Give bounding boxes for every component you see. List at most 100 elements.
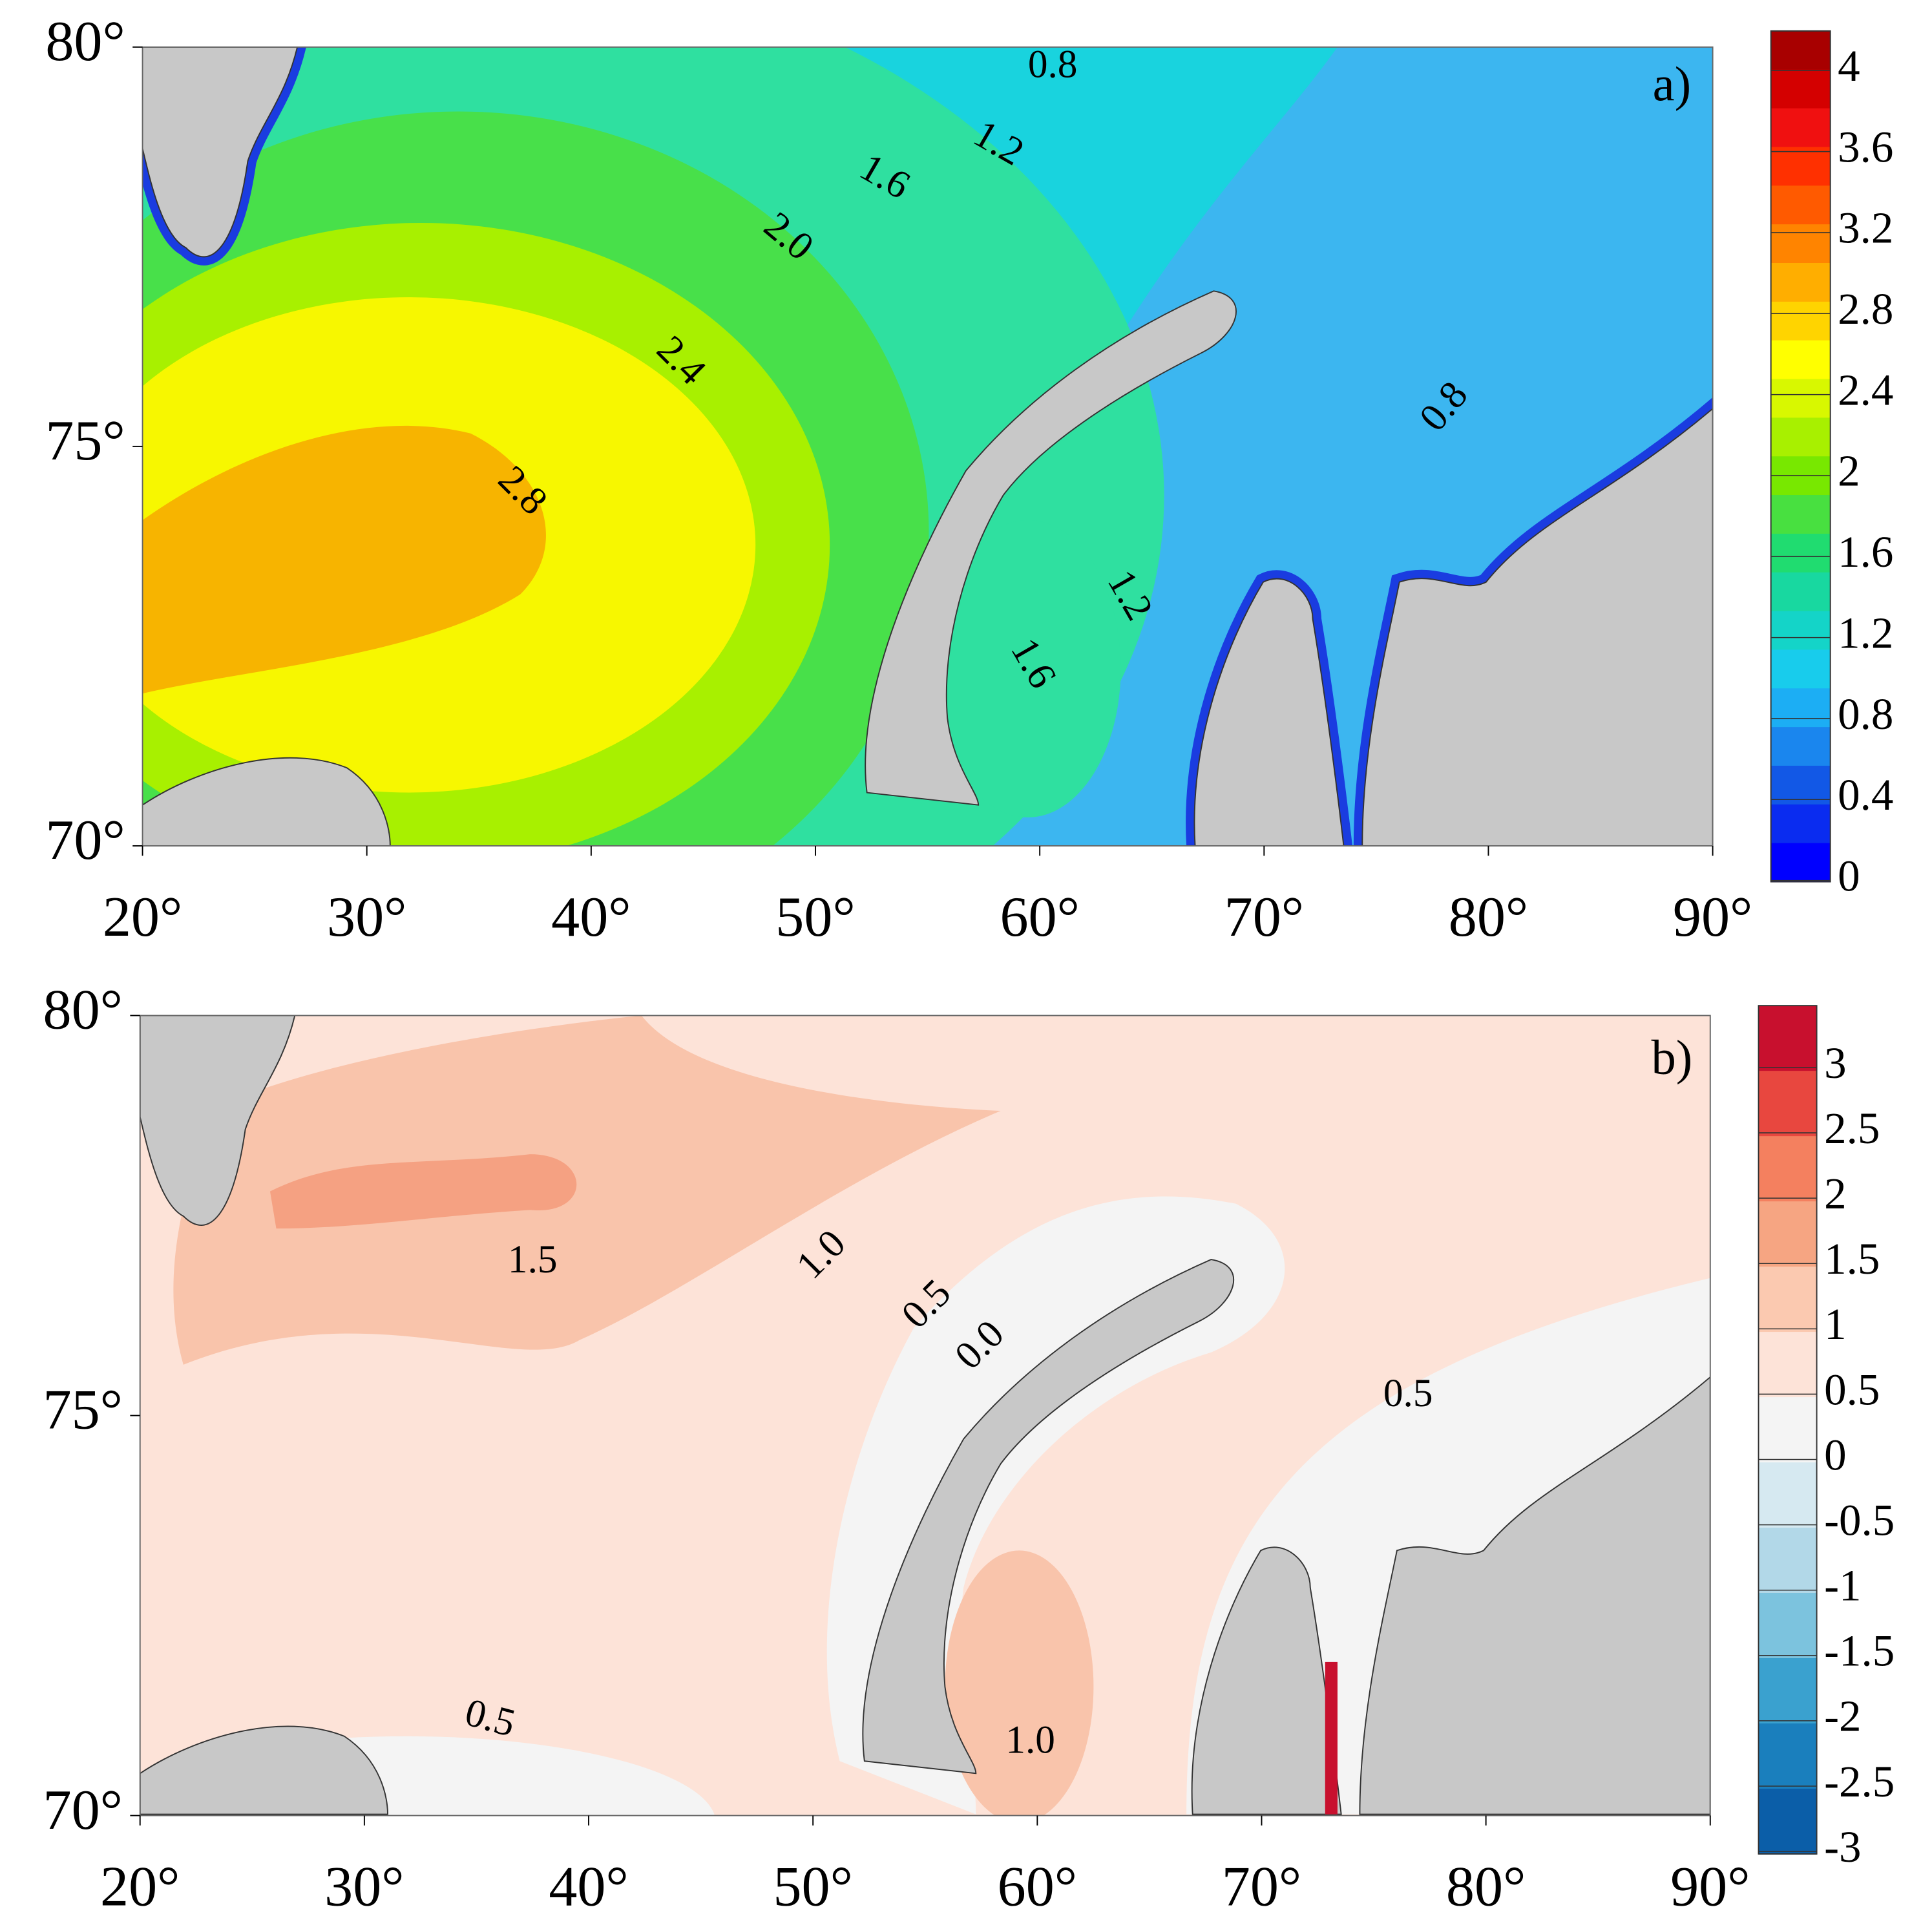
colorbar-tick-label: 2.5 — [1824, 1104, 1880, 1153]
contour-label: 0.8 — [1028, 42, 1078, 86]
contour-label: 0.5 — [1383, 1371, 1433, 1415]
colorbar-segment — [1758, 1788, 1817, 1855]
y-tick-label: 80° — [43, 978, 123, 1042]
colorbar-segment — [1770, 843, 1831, 883]
x-tick-label: 50° — [773, 1855, 852, 1919]
colorbar-tick-label: 4 — [1838, 41, 1860, 90]
colorbar-segment — [1770, 495, 1831, 534]
contour-label: 1.0 — [1005, 1718, 1055, 1762]
colorbar-segment — [1770, 185, 1831, 226]
colorbar-segment — [1758, 1397, 1817, 1463]
colorbar-tick-label: -2.5 — [1824, 1757, 1895, 1806]
y-tick-label: 80° — [45, 10, 125, 73]
colorbar-segment — [1770, 69, 1831, 109]
colorbar-tick-label: 2 — [1838, 447, 1860, 496]
colorbar-tick-label: 2.4 — [1838, 365, 1893, 414]
colorbar-segment — [1758, 1462, 1817, 1528]
x-tick-label: 20° — [103, 885, 182, 949]
colorbar-frame — [1770, 30, 1831, 883]
field — [935, 520, 1121, 817]
colorbar-tick-label: 0.5 — [1824, 1365, 1880, 1414]
panel-label: a) — [1653, 57, 1692, 112]
colorbar-segment — [1770, 224, 1831, 264]
x-tick-label: 60° — [1000, 885, 1079, 949]
colorbar-segment — [1758, 1071, 1817, 1137]
colorbar-tick-label: -2 — [1824, 1692, 1861, 1741]
colorbar-tick-label: 0.4 — [1838, 770, 1893, 819]
x-tick-label: 80° — [1446, 1855, 1526, 1919]
colorbar-tick-label: 2 — [1824, 1169, 1846, 1218]
colorbar-tick-label: -1 — [1824, 1561, 1861, 1610]
panel-label: b) — [1651, 1030, 1692, 1085]
y-tick-label: 70° — [43, 1778, 123, 1842]
x-tick-label: 70° — [1222, 1855, 1301, 1919]
colorbar-frame — [1758, 1005, 1818, 1855]
colorbar-tick-label: 0.8 — [1838, 690, 1893, 739]
colorbar-segment — [1770, 804, 1831, 844]
colorbar-segment — [1758, 1201, 1817, 1268]
colorbar-segment — [1770, 727, 1831, 766]
colorbar-tick-label: 1.5 — [1824, 1234, 1880, 1283]
field — [1325, 1661, 1338, 1815]
x-tick-label: 20° — [100, 1855, 180, 1919]
colorbar-tick-label: -3 — [1824, 1822, 1861, 1871]
field — [142, 425, 546, 694]
colorbar-segment — [1758, 1528, 1817, 1594]
colorbar-segment — [1758, 1658, 1817, 1724]
x-tick-label: 70° — [1224, 885, 1304, 949]
colorbar-segment — [1758, 1006, 1817, 1072]
colorbar-segment — [1758, 1332, 1817, 1398]
land — [140, 1015, 1710, 1815]
colorbar-segment — [1770, 765, 1831, 805]
colorbar-segment — [1758, 1267, 1817, 1333]
colorbar-segment — [1770, 533, 1831, 573]
map-a — [142, 47, 1713, 846]
field — [173, 1015, 1001, 1365]
colorbar-tick-label: 1 — [1824, 1300, 1846, 1349]
y-tick-label: 75° — [43, 1378, 123, 1442]
colorbar-segment — [1758, 1136, 1817, 1203]
colorbar-tick-label: 0 — [1838, 851, 1860, 900]
field — [269, 1154, 577, 1229]
x-tick-label: 30° — [327, 885, 406, 949]
colorbar-segment — [1770, 611, 1831, 651]
colorbar-segment — [1770, 649, 1831, 690]
map-b — [140, 1015, 1710, 1816]
x-tick-label: 40° — [549, 1855, 628, 1919]
colorbar-tick-label: 1.6 — [1838, 527, 1893, 576]
x-tick-label: 40° — [551, 885, 631, 949]
land — [142, 47, 1713, 846]
x-tick-label: 80° — [1449, 885, 1528, 949]
colorbar-tick-label: 3.6 — [1838, 122, 1893, 171]
x-tick-label: 50° — [775, 885, 855, 949]
colorbar-segment — [1770, 688, 1831, 728]
colorbar-segment — [1770, 147, 1831, 187]
colorbar-segment — [1770, 417, 1831, 458]
colorbar-tick-label: 1.2 — [1838, 608, 1893, 657]
contour-label: 1.5 — [508, 1237, 558, 1281]
colorbar-tick-label: 3.2 — [1838, 204, 1893, 253]
y-tick-label: 75° — [45, 409, 125, 472]
colorbar-segment — [1770, 30, 1831, 70]
colorbar-segment — [1770, 262, 1831, 302]
colorbar-segment — [1758, 1723, 1817, 1789]
x-tick-label: 90° — [1673, 885, 1752, 949]
colorbar-tick-label: 0 — [1824, 1430, 1846, 1479]
x-tick-label: 30° — [324, 1855, 404, 1919]
colorbar-segment — [1770, 572, 1831, 612]
y-tick-label: 70° — [45, 808, 125, 872]
x-tick-label: 60° — [998, 1855, 1077, 1919]
colorbar-tick-label: 3 — [1824, 1038, 1846, 1088]
x-tick-label: 90° — [1670, 1855, 1750, 1919]
colorbar-segment — [1770, 379, 1831, 419]
colorbar-segment — [1770, 301, 1831, 341]
colorbar-tick-label: -0.5 — [1824, 1495, 1895, 1544]
colorbar-segment — [1758, 1593, 1817, 1659]
colorbar-tick-label: 2.8 — [1838, 284, 1893, 333]
field — [945, 1550, 1094, 1816]
colorbar-segment — [1770, 108, 1831, 148]
colorbar-tick-label: -1.5 — [1824, 1627, 1895, 1676]
colorbar-segment — [1770, 340, 1831, 380]
